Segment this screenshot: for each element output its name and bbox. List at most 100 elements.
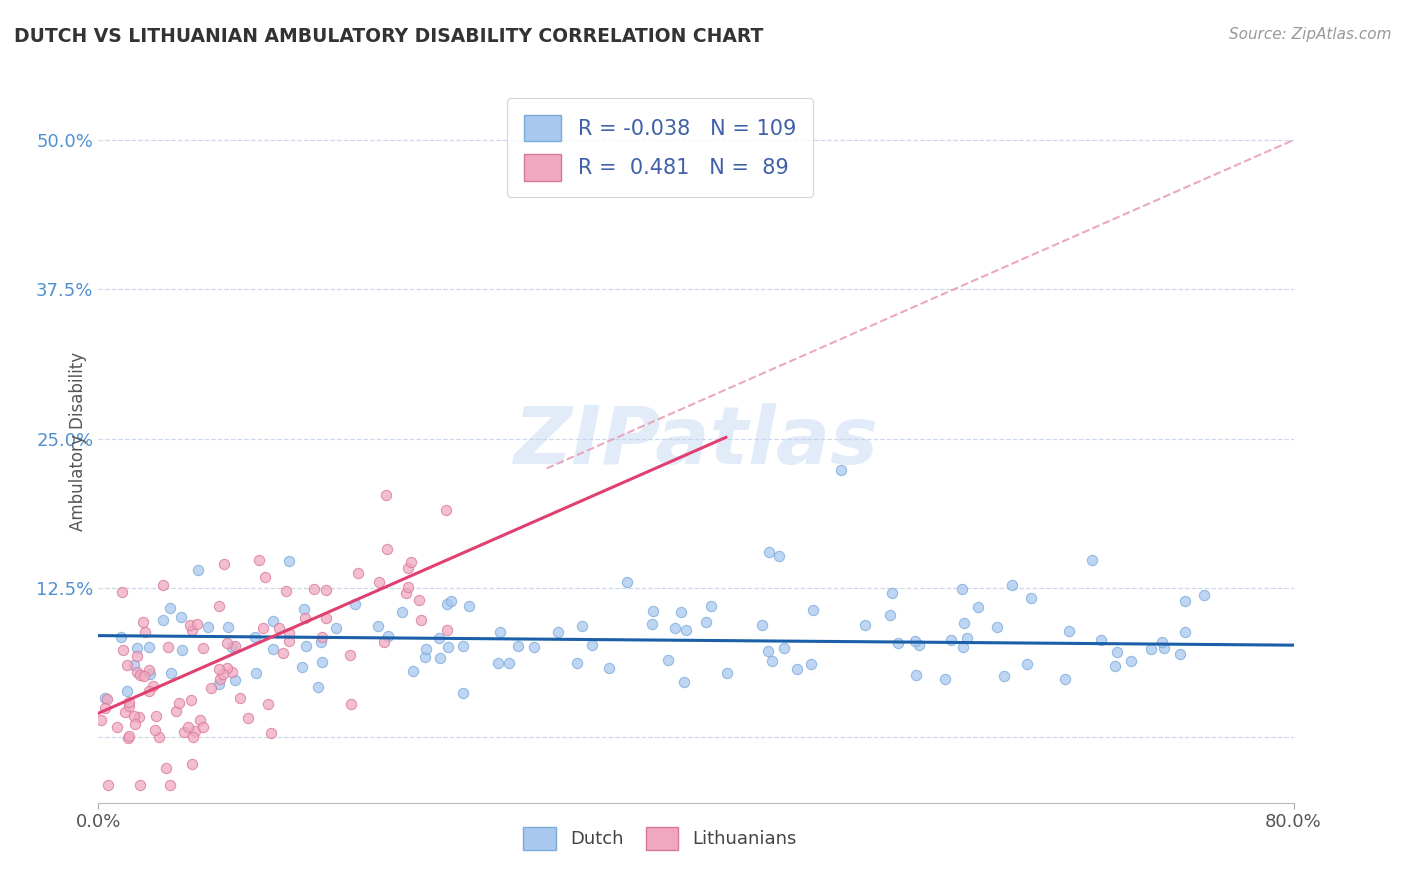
Point [138,664,160,678]
Point [315,611,337,625]
Point [673,674,696,689]
Point [114,705,136,719]
Point [122,709,145,723]
Point [315,583,337,598]
Point [904,668,927,682]
Point [180,693,202,707]
Point [309,634,332,648]
Point [436,640,458,654]
Point [128,668,150,682]
Point [967,600,990,615]
Point [391,605,413,619]
Point [245,665,267,680]
Point [408,592,430,607]
Point [117,729,139,743]
Point [207,599,229,613]
Text: Source: ZipAtlas.com: Source: ZipAtlas.com [1229,27,1392,42]
Point [547,624,569,639]
Point [939,633,962,648]
Point [191,640,214,655]
Point [413,649,436,664]
Point [294,611,316,625]
Point [853,618,876,632]
Point [396,580,419,594]
Point [1107,644,1129,658]
Point [111,643,134,657]
Point [451,639,474,653]
Point [243,630,266,644]
Point [262,614,284,628]
Point [269,621,291,635]
Point [142,679,165,693]
Point [695,615,717,630]
Point [773,641,796,656]
Point [177,720,200,734]
Point [1174,625,1197,640]
Point [761,654,783,668]
Y-axis label: Ambulatory Disability: Ambulatory Disability [69,352,87,531]
Point [212,558,235,572]
Point [1168,647,1191,661]
Point [429,651,451,665]
Point [523,640,546,655]
Point [271,646,294,660]
Point [186,617,208,632]
Point [179,618,201,632]
Point [132,615,155,629]
Point [93,691,115,706]
Point [409,613,432,627]
Point [1001,578,1024,592]
Point [993,669,1015,683]
Point [567,657,589,671]
Point [800,657,823,671]
Point [170,643,193,657]
Point [217,636,239,650]
Text: DUTCH VS LITHUANIAN AMBULATORY DISABILITY CORRELATION CHART: DUTCH VS LITHUANIAN AMBULATORY DISABILIT… [14,27,763,45]
Point [402,664,425,678]
Point [1174,594,1197,608]
Point [1192,588,1215,602]
Point [160,665,183,680]
Point [311,655,333,669]
Point [191,720,214,734]
Point [247,553,270,567]
Point [115,684,138,698]
Point [224,639,246,653]
Point [830,463,852,477]
Point [486,657,509,671]
Point [97,778,120,792]
Point [278,634,301,648]
Point [436,624,458,638]
Point [700,599,723,613]
Point [127,665,149,679]
Point [786,661,808,675]
Point [197,620,219,634]
Point [1104,658,1126,673]
Point [1015,657,1038,671]
Point [347,566,370,581]
Point [217,661,239,675]
Point [952,640,974,655]
Point [292,602,315,616]
Point [440,594,463,608]
Point [221,640,243,655]
Point [217,620,239,634]
Point [506,639,529,653]
Point [373,634,395,648]
Point [907,639,929,653]
Point [1153,640,1175,655]
Point [145,709,167,723]
Point [169,697,191,711]
Point [415,642,437,657]
Point [396,560,419,574]
Point [208,662,231,676]
Point [367,619,389,633]
Point [148,730,170,744]
Point [291,659,314,673]
Point [343,597,366,611]
Point [325,621,347,635]
Point [716,665,738,680]
Point [221,665,243,679]
Point [1081,552,1104,566]
Point [1121,654,1143,668]
